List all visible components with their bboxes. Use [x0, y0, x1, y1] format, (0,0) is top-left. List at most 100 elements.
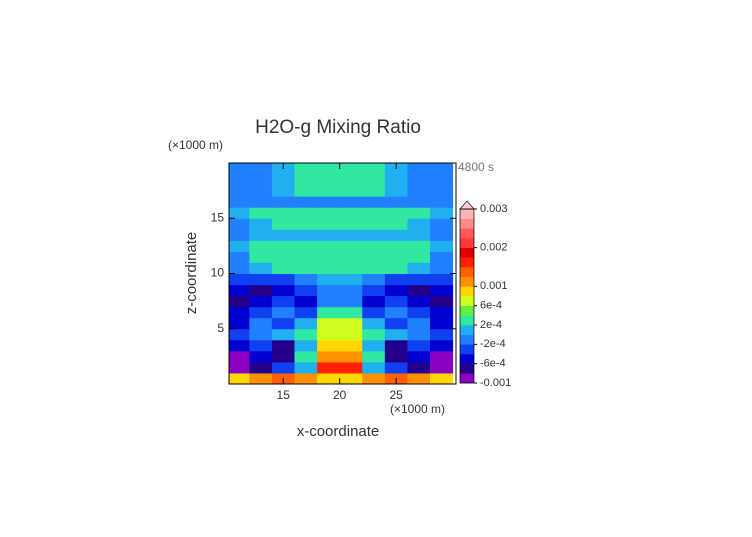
contour-cell — [271, 273, 296, 286]
contour-cell — [229, 262, 250, 274]
contour-cell — [271, 295, 296, 308]
contour-cell — [384, 185, 408, 197]
contour-cell — [384, 339, 408, 352]
contour-cell — [362, 273, 386, 286]
contour-cell — [430, 317, 454, 330]
contour-cell — [229, 339, 250, 352]
contour-cell — [249, 339, 273, 352]
contour-cell — [317, 350, 341, 363]
contour-cell — [407, 229, 431, 241]
contour-cell — [430, 273, 454, 286]
contour-cell — [430, 251, 454, 263]
contour-cell — [407, 218, 431, 230]
contour-cell — [317, 372, 341, 384]
contour-cell — [430, 163, 454, 175]
contour-cell — [229, 306, 250, 319]
contour-cell — [407, 174, 431, 186]
contour-cell — [229, 372, 250, 384]
contour-cell — [384, 218, 408, 230]
colorbar-tick-label: -0.001 — [480, 377, 511, 389]
colorbar-band — [460, 247, 474, 258]
contour-cell — [384, 295, 408, 308]
contour-cell — [271, 317, 296, 330]
contour-cell — [317, 240, 341, 252]
contour-cell — [249, 174, 273, 186]
contour-cell — [339, 174, 363, 186]
contour-cell — [249, 273, 273, 286]
contour-cell — [384, 240, 408, 252]
contour-cell — [384, 361, 408, 374]
contour-cell — [249, 229, 273, 241]
contour-cell — [294, 262, 318, 274]
contour-cell — [362, 218, 386, 230]
contour-cell — [317, 262, 341, 274]
contour-cell — [339, 163, 363, 175]
contour-cell — [294, 339, 318, 352]
contour-cell — [229, 240, 250, 252]
contour-cell — [271, 262, 296, 274]
x-tick-label: 20 — [333, 388, 347, 402]
y-unit: (×1000 m) — [168, 138, 223, 152]
contour-cell — [407, 328, 431, 341]
contour-cell — [407, 196, 431, 208]
contour-cell — [249, 207, 273, 219]
contour-cell — [362, 207, 386, 219]
contour-cell — [362, 240, 386, 252]
contour-cell — [407, 251, 431, 263]
colorbar-tick-label: 0.002 — [480, 242, 508, 254]
contour-cell — [384, 196, 408, 208]
contour-cell — [229, 218, 250, 230]
contour-cell — [430, 196, 454, 208]
contour-cell — [271, 284, 296, 297]
contour-cell — [430, 218, 454, 230]
contour-cell — [271, 361, 296, 374]
contour-cell — [339, 306, 363, 319]
contour-cell — [339, 372, 363, 384]
y-axis-label: z-coordinate — [183, 232, 200, 315]
contour-cell — [339, 207, 363, 219]
contour-cell — [294, 229, 318, 241]
contour-cell — [229, 284, 250, 297]
contour-cell — [229, 196, 250, 208]
colorbar-band — [460, 325, 474, 335]
colorbar-band — [460, 228, 474, 239]
colorbar-band — [460, 267, 474, 277]
contour-cell — [339, 295, 363, 308]
contour-cell — [294, 174, 318, 186]
contour-cell — [407, 372, 431, 384]
contour-cell — [384, 207, 408, 219]
contour-cell — [271, 251, 296, 263]
contour-cell — [384, 273, 408, 286]
contour-cell — [317, 284, 341, 297]
contour-cell — [339, 350, 363, 363]
contour-cell — [294, 218, 318, 230]
contour-cell — [271, 328, 296, 341]
colorbar-tick-label: 0.001 — [480, 280, 508, 292]
contour-cell — [294, 317, 318, 330]
contour-cell — [407, 273, 431, 286]
contour-cell — [407, 361, 431, 374]
contour-cell — [294, 240, 318, 252]
contour-cell — [430, 174, 454, 186]
contour-cell — [229, 174, 250, 186]
contour-cell — [362, 328, 386, 341]
contour-cell — [294, 185, 318, 197]
contour-cell — [229, 185, 250, 197]
contour-cell — [362, 372, 386, 384]
contour-cell — [339, 339, 363, 352]
contour-cell — [384, 262, 408, 274]
contour-cell — [294, 284, 318, 297]
contour-cell — [317, 207, 341, 219]
contour-cell — [317, 251, 341, 263]
contour-cell — [430, 284, 454, 297]
contour-cell — [339, 262, 363, 274]
contour-cell — [407, 163, 431, 175]
contour-cell — [249, 295, 273, 308]
contour-cell — [384, 317, 408, 330]
contour-cell — [430, 185, 454, 197]
contour-cell — [384, 229, 408, 241]
contour-cell — [294, 350, 318, 363]
colorbar-band — [460, 363, 474, 374]
contour-cell — [317, 317, 341, 330]
colorbar-band — [460, 305, 474, 316]
